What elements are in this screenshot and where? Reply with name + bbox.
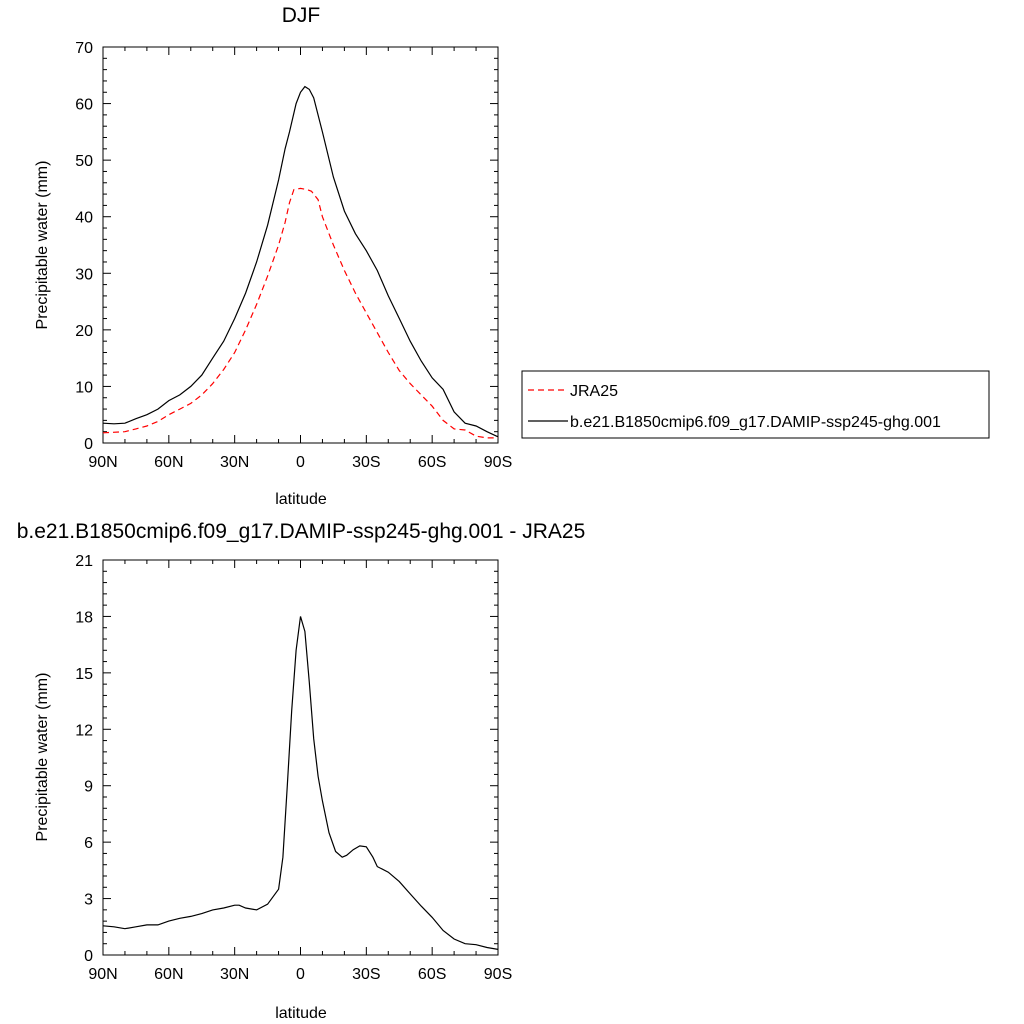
bottom-chart-title: b.e21.B1850cmip6.f09_g17.DAMIP-ssp245-gh… bbox=[17, 520, 586, 543]
legend-label-jra25: JRA25 bbox=[570, 383, 618, 400]
top-x-tick-label: 0 bbox=[296, 454, 305, 471]
top-x-tick-label: 90S bbox=[484, 454, 512, 471]
top-y-tick-label: 10 bbox=[75, 379, 93, 396]
top-x-tick-label: 60N bbox=[154, 454, 183, 471]
bottom-y-tick-label: 18 bbox=[75, 609, 93, 626]
top-series-group bbox=[102, 85, 499, 439]
bottom-y-tick-label: 21 bbox=[75, 553, 93, 570]
bottom-x-tick-label: 90N bbox=[88, 966, 117, 983]
top-y-tick-label: 40 bbox=[75, 210, 93, 227]
top-y-tick-label: 30 bbox=[75, 266, 93, 283]
bottom-x-tick-label: 0 bbox=[296, 966, 305, 983]
top-chart-title: DJF bbox=[282, 4, 321, 27]
bottom-x-tick-label: 30N bbox=[220, 966, 249, 983]
bottom-y-axis-label: Precipitable water (mm) bbox=[34, 673, 51, 842]
top-series-jra25-line bbox=[102, 187, 498, 439]
bottom-y-tick-label: 6 bbox=[84, 835, 93, 852]
bottom-y-tick-label: 0 bbox=[84, 948, 93, 965]
top-series-model-line bbox=[102, 85, 499, 438]
bottom-y-tick-label: 12 bbox=[75, 722, 93, 739]
top-y-tick-label: 70 bbox=[75, 40, 93, 57]
bottom-series-difference-line bbox=[102, 616, 499, 950]
top-y-tick-label: 60 bbox=[75, 97, 93, 114]
top-y-axis-label: Precipitable water (mm) bbox=[34, 161, 51, 330]
bottom-x-tick-label: 30S bbox=[352, 966, 380, 983]
bottom-y-axis: 0 3 6 9 12 15 18 21 bbox=[75, 553, 498, 965]
top-x-axis: 90N 60N 30N 0 30S 60S 90S bbox=[88, 47, 512, 471]
top-y-tick-label: 20 bbox=[75, 323, 93, 340]
top-x-tick-label: 90N bbox=[88, 454, 117, 471]
top-x-tick-label: 30S bbox=[352, 454, 380, 471]
top-y-axis: 0 10 20 30 40 50 60 70 bbox=[75, 40, 498, 453]
legend-label-model: b.e21.B1850cmip6.f09_g17.DAMIP-ssp245-gh… bbox=[570, 414, 941, 431]
bottom-y-tick-label: 15 bbox=[75, 666, 93, 683]
bottom-panel: b.e21.B1850cmip6.f09_g17.DAMIP-ssp245-gh… bbox=[17, 520, 586, 1022]
bottom-x-tick-label: 60N bbox=[154, 966, 183, 983]
bottom-x-tick-label: 60S bbox=[418, 966, 446, 983]
top-y-tick-label: 0 bbox=[84, 436, 93, 453]
legend-box bbox=[521, 370, 990, 439]
bottom-y-tick-label: 9 bbox=[84, 779, 93, 796]
top-y-tick-label: 50 bbox=[75, 153, 93, 170]
top-x-axis-label: latitude bbox=[275, 491, 327, 508]
top-x-tick-label: 60S bbox=[418, 454, 446, 471]
bottom-y-tick-label: 3 bbox=[84, 892, 93, 909]
bottom-series-group bbox=[102, 616, 499, 950]
top-plot-frame bbox=[102, 46, 499, 444]
bottom-x-tick-label: 90S bbox=[484, 966, 512, 983]
top-x-tick-label: 30N bbox=[220, 454, 249, 471]
legend: JRA25 b.e21.B1850cmip6.f09_g17.DAMIP-ssp… bbox=[521, 370, 990, 439]
bottom-x-axis: 90N 60N 30N 0 30S 60S 90S bbox=[88, 560, 512, 983]
bottom-x-axis-label: latitude bbox=[275, 1005, 327, 1022]
